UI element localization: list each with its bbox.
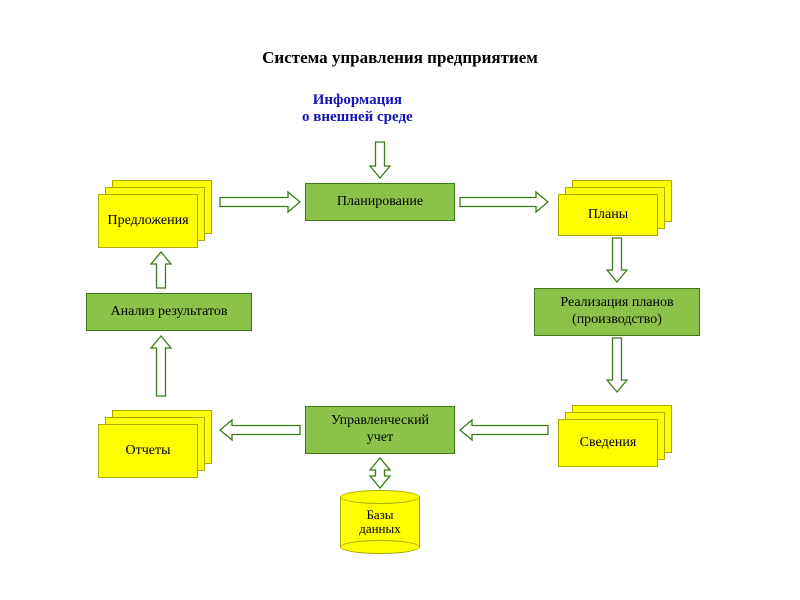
proposals-to-planning xyxy=(220,192,300,212)
planning-to-plans xyxy=(460,192,548,212)
accounting-to-reports xyxy=(220,420,300,440)
analysis-to-proposals xyxy=(151,252,171,288)
node-planning: Планирование xyxy=(305,183,455,221)
subtitle-line1: Информация xyxy=(313,92,402,108)
stack-reports-label: Отчеты xyxy=(98,424,198,478)
subtitle-line2: о внешней среде xyxy=(302,109,413,125)
stack-reports: Отчеты xyxy=(98,410,212,478)
realize-to-info xyxy=(607,338,627,392)
reports-to-analysis xyxy=(151,336,171,396)
stack-plans: Планы xyxy=(558,180,672,236)
node-accounting: Управленческий учет xyxy=(305,406,455,454)
info-to-accounting xyxy=(460,420,548,440)
diagram-title: Система управления предприятием xyxy=(0,48,800,68)
stack-proposals: Предложения xyxy=(98,180,212,248)
node-analysis: Анализ результатов xyxy=(86,293,252,331)
diagram-subtitle: Информация о внешней среде xyxy=(302,92,413,126)
stack-plans-label: Планы xyxy=(558,194,658,236)
stack-info: Сведения xyxy=(558,405,672,467)
stack-info-label: Сведения xyxy=(558,419,658,467)
stack-proposals-label: Предложения xyxy=(98,194,198,248)
node-database: Базы данных xyxy=(340,490,420,554)
node-realize: Реализация планов (производство) xyxy=(534,288,700,336)
plans-to-realize xyxy=(607,238,627,282)
subtitle-to-planning xyxy=(370,142,390,178)
accounting-db xyxy=(370,458,390,488)
